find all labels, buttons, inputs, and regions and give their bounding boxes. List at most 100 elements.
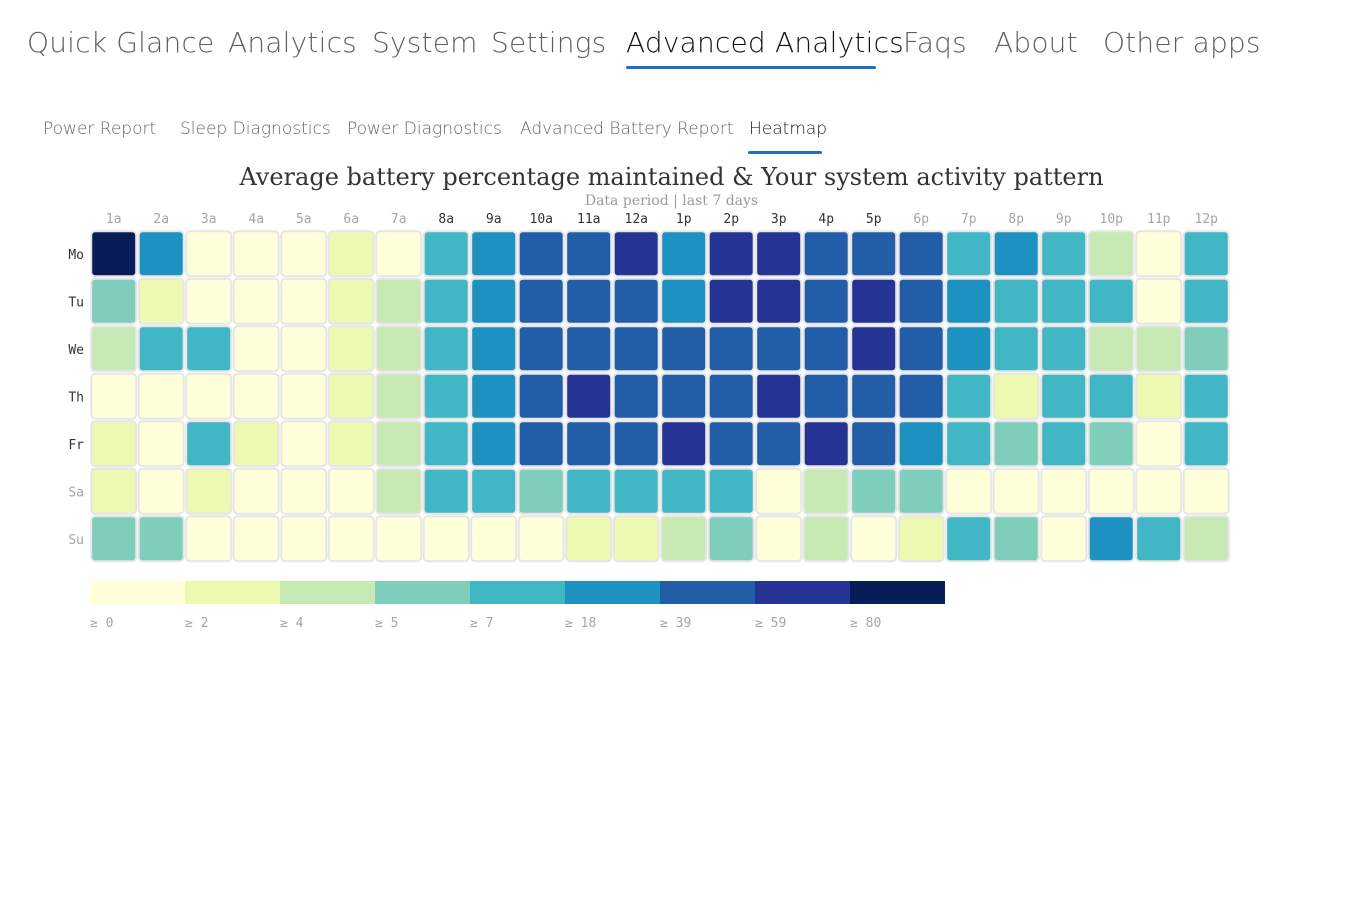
heatmap-cell [897,372,945,420]
legend-swatch [90,581,185,604]
tab-about[interactable]: About [994,26,1078,59]
x-axis-label: 11p [1147,212,1171,227]
heatmap-cell [660,372,708,420]
x-axis-label: 10p [1100,212,1124,227]
heatmap-cell [1087,325,1135,373]
heatmap-cell [897,277,945,325]
x-axis-label: 2p [723,212,739,227]
subtab-advanced-battery-report[interactable]: Advanced Battery Report [520,119,734,139]
heatmap-cell [232,230,280,278]
heatmap-cell [327,515,375,563]
heatmap-cell [422,372,470,420]
heatmap-cell [422,467,470,515]
heatmap-cell [375,325,423,373]
heatmap-cell [327,277,375,325]
tab-faqs[interactable]: Faqs [903,26,967,59]
legend-label: ≥ 80 [850,616,881,631]
x-axis-label: 8p [1008,212,1024,227]
heatmap-cell [850,515,898,563]
legend-swatch [280,581,375,604]
legend-swatch [470,581,565,604]
heatmap-cell [992,325,1040,373]
heatmap-cell [327,325,375,373]
legend-label: ≥ 39 [660,616,691,631]
heatmap-cell [1040,420,1088,468]
heatmap-cell [755,230,803,278]
heatmap-cell [90,277,138,325]
heatmap-cell [1182,420,1230,468]
heatmap-cell [1182,467,1230,515]
heatmap-cell [1087,372,1135,420]
heatmap-cell [1135,230,1183,278]
heatmap-cell [802,420,850,468]
heatmap-cell [1182,325,1230,373]
heatmap-cell [1040,230,1088,278]
heatmap-cell [185,515,233,563]
heatmap-cell [422,325,470,373]
heatmap-cell [897,230,945,278]
x-axis-label: 5p [866,212,882,227]
heatmap-cell [280,325,328,373]
legend-label: ≥ 4 [280,616,304,631]
heatmap-cell [375,515,423,563]
x-axis-label: 3a [201,212,217,227]
heatmap-cell [470,467,518,515]
heatmap-cell [375,467,423,515]
heatmap-cell [422,420,470,468]
heatmap-cell [802,230,850,278]
x-axis-label: 4a [248,212,264,227]
subtab-power-diagnostics[interactable]: Power Diagnostics [347,119,502,139]
heatmap-cell [897,467,945,515]
heatmap-cell [707,372,755,420]
heatmap-cell [517,277,565,325]
heatmap-cell [992,372,1040,420]
heatmap-cell [1182,515,1230,563]
heatmap-cell [945,277,993,325]
heatmap-cell [1135,420,1183,468]
legend-label: ≥ 0 [90,616,113,631]
legend-label: ≥ 18 [565,616,596,631]
x-axis-label: 4p [818,212,834,227]
heatmap-cell [327,230,375,278]
heatmap-cell [137,230,185,278]
heatmap-cell [280,467,328,515]
heatmap-cell [707,420,755,468]
tab-system[interactable]: System [372,26,478,59]
heatmap-cell [707,325,755,373]
tab-advanced-analytics[interactable]: Advanced Analytics [626,26,904,59]
subtab-heatmap[interactable]: Heatmap [749,119,828,139]
tab-other-apps[interactable]: Other apps [1103,26,1261,59]
heatmap-cell [1087,230,1135,278]
heatmap-cell [660,230,708,278]
heatmap-cell [565,277,613,325]
x-axis-label: 6a [343,212,359,227]
heatmap-cell [185,372,233,420]
tab-analytics[interactable]: Analytics [228,26,357,59]
heatmap-cell [897,420,945,468]
heatmap-cell [470,420,518,468]
heatmap-cell [232,515,280,563]
tab-quick-glance[interactable]: Quick Glance [27,26,215,59]
heatmap-cell [850,372,898,420]
heatmap-cell [280,515,328,563]
heatmap-cell [802,515,850,563]
heatmap-cell [280,420,328,468]
heatmap-cell [755,515,803,563]
heatmap-cell [185,467,233,515]
x-axis-label: 12a [625,212,648,227]
heatmap-cell [992,230,1040,278]
x-axis-label: 6p [913,212,929,227]
heatmap-cell [1040,467,1088,515]
subtab-power-report[interactable]: Power Report [43,119,157,139]
heatmap-cell [232,325,280,373]
heatmap-cell [897,325,945,373]
heatmap-cell [755,325,803,373]
legend-label: ≥ 2 [185,616,208,631]
heatmap-cell [802,467,850,515]
subtab-sleep-diagnostics[interactable]: Sleep Diagnostics [180,119,331,139]
tab-settings[interactable]: Settings [491,26,607,59]
x-axis-label: 8a [438,212,454,227]
x-axis-label: 7a [391,212,407,227]
y-axis-label: Fr [68,438,84,453]
x-axis-label: 7p [961,212,977,227]
